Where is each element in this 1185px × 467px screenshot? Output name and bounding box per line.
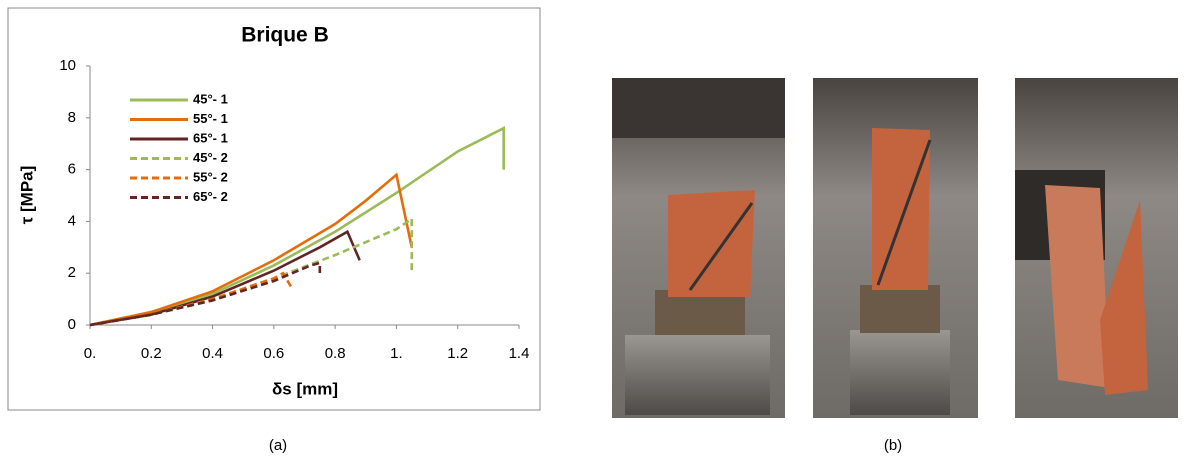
y-tick-label: 2	[68, 264, 76, 281]
legend-label: 65°- 2	[193, 189, 228, 204]
x-axis-label: δs [mm]	[272, 379, 338, 398]
y-axis-label: τ [MPa]	[17, 166, 36, 225]
legend-label: 65°- 1	[193, 130, 228, 145]
series-line	[89, 229, 361, 327]
x-tick-label: 0.2	[141, 345, 162, 362]
x-tick-label: 0.	[84, 345, 97, 362]
caption: (b)	[884, 437, 902, 454]
legend-label: 55°- 2	[193, 169, 228, 184]
legend-label: 55°- 1	[193, 111, 228, 126]
y-tick-label: 10	[59, 57, 76, 74]
legend-label: 45°- 2	[193, 150, 228, 165]
chart-title: Brique B	[241, 24, 329, 47]
series-line	[89, 261, 322, 327]
photo	[612, 78, 785, 418]
x-tick-label: 0.4	[202, 345, 223, 362]
x-tick-label: 0.6	[263, 345, 284, 362]
legend-label: 45°- 1	[193, 91, 228, 106]
x-tick-label: 1.4	[509, 345, 530, 362]
caption: (a)	[269, 437, 287, 454]
y-tick-label: 0	[68, 316, 76, 333]
y-tick-label: 4	[68, 212, 76, 229]
y-tick-label: 6	[68, 161, 76, 178]
series-line	[89, 172, 414, 327]
x-tick-label: 0.8	[325, 345, 346, 362]
x-tick-label: 1.2	[447, 345, 468, 362]
y-tick-label: 8	[68, 109, 76, 126]
photo	[1015, 78, 1178, 418]
chart-frame	[7, 7, 541, 411]
photo	[813, 78, 978, 418]
x-tick-label: 1.	[390, 345, 403, 362]
